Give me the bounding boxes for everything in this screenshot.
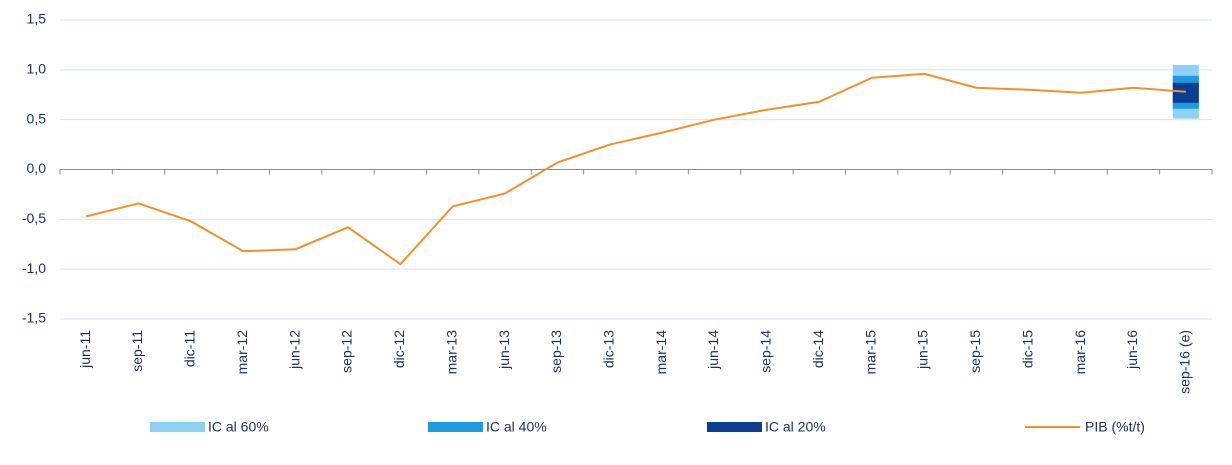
legend-swatch — [428, 422, 483, 432]
x-tick-label: jun-12 — [286, 330, 302, 370]
y-tick-label: -1,0 — [22, 260, 46, 276]
y-tick-label: 1,0 — [27, 61, 47, 77]
x-tick-label: dic-12 — [391, 330, 407, 368]
x-tick-label: mar-12 — [234, 330, 250, 375]
y-tick-label: 0,5 — [27, 110, 47, 126]
x-tick-label: jun-13 — [496, 330, 512, 370]
legend-label: IC al 60% — [208, 419, 269, 435]
line — [85, 72, 1186, 266]
y-tick-label: -1,5 — [22, 310, 46, 326]
x-tick-label: jun-14 — [705, 330, 721, 370]
y-tick-label: 1,5 — [27, 11, 47, 27]
x-tick-label: sep-16 (e) — [1177, 330, 1193, 394]
x-tick-label: sep-12 — [339, 330, 355, 373]
legend-label: IC al 40% — [486, 419, 547, 435]
y-tick-label: -0,5 — [22, 210, 46, 226]
x-tick-label: mar-13 — [443, 330, 459, 375]
x-tick-label: jun-11 — [77, 330, 93, 369]
y-tick-label: 0,0 — [27, 160, 47, 176]
x-tick-label: dic-14 — [810, 330, 826, 368]
x-tick-label: sep-11 — [129, 330, 145, 372]
x-tick-label: sep-15 — [967, 330, 983, 373]
x-tick-label: sep-14 — [758, 330, 774, 373]
legend-label: IC al 20% — [765, 419, 826, 435]
legend-label: PIB (%t/t) — [1085, 419, 1145, 435]
legend-swatch — [150, 422, 205, 432]
legend-swatch — [707, 422, 762, 432]
x-tick-label: jun-15 — [915, 330, 931, 370]
x-tick-label: dic-13 — [601, 330, 617, 368]
x-tick-label: dic-15 — [1019, 330, 1035, 368]
x-tick-label: mar-16 — [1072, 330, 1088, 375]
confidence-interval — [1172, 82, 1199, 103]
x-tick-label: sep-13 — [548, 330, 564, 373]
x-tick-label: mar-15 — [862, 330, 878, 375]
x-tick-label: dic-11 — [182, 330, 198, 367]
x-tick-label: jun-16 — [1124, 330, 1140, 370]
x-tick-label: mar-14 — [653, 330, 669, 375]
